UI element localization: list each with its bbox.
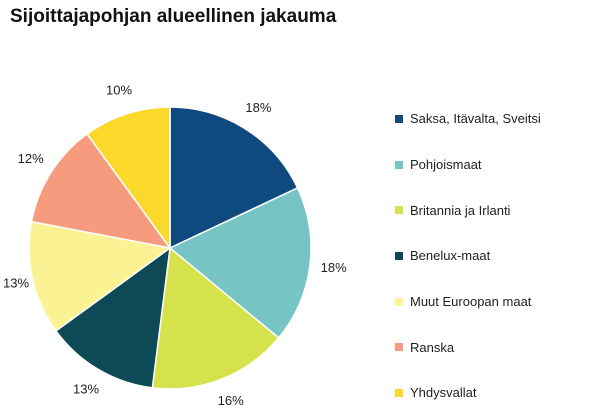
legend-entry-ranska: Ranska — [395, 324, 595, 370]
slice-label-benelux-maat: 13% — [73, 381, 99, 396]
legend-entry-muut-euroopan-maat: Muut Euroopan maat — [395, 279, 595, 325]
legend-label: Benelux-maat — [410, 248, 491, 264]
legend-entry-saksa-it-valta-sveitsi: Saksa, Itävalta, Sveitsi — [395, 96, 595, 142]
legend-label: Pohjoismaat — [410, 157, 482, 173]
legend-swatch — [395, 388, 403, 397]
legend-entry-britannia-ja-irlanti: Britannia ja Irlanti — [395, 187, 595, 233]
slice-label-britannia-ja-irlanti: 16% — [218, 393, 244, 408]
pie-slice-saksa-it-valta-sveitsi — [169, 106, 299, 250]
pie-slices — [28, 106, 312, 390]
legend-swatch — [395, 206, 403, 215]
legend-swatch — [395, 114, 403, 123]
pie-slice-ranska — [30, 132, 172, 250]
pie-slice-yhdysvallat — [86, 106, 171, 251]
pie-slice-britannia-ja-irlanti — [151, 246, 280, 390]
legend-label: Ranska — [410, 339, 455, 355]
slice-label-pohjoismaat: 18% — [321, 260, 347, 275]
legend-label: Britannia ja Irlanti — [410, 202, 511, 218]
legend-swatch — [395, 251, 403, 260]
pie-slice-muut-euroopan-maat — [28, 220, 172, 332]
legend-label: Yhdysvallat — [410, 385, 477, 401]
slice-label-saksa-it-valta-sveitsi: 18% — [245, 100, 271, 115]
legend-entry-pohjoismaat: Pohjoismaat — [395, 142, 595, 188]
slice-label-yhdysvallat: 10% — [106, 83, 132, 98]
slice-label-muut-euroopan-maat: 13% — [3, 275, 29, 290]
legend-label: Muut Euroopan maat — [410, 294, 532, 310]
pie-slice-pohjoismaat — [168, 186, 312, 339]
legend-entry-benelux-maat: Benelux-maat — [395, 233, 595, 279]
legend: Saksa, Itävalta, Sveitsi Pohjoismaat Brita… — [395, 96, 595, 416]
legend-label: Saksa, Itävalta, Sveitsi — [410, 111, 541, 127]
legend-swatch — [395, 160, 403, 169]
legend-swatch — [395, 297, 403, 306]
legend-swatch — [395, 343, 403, 352]
pie-slice-benelux-maat — [54, 246, 171, 389]
chart-title: Sijoittajapohjan alueellinen jakauma — [10, 6, 337, 27]
legend-entry-yhdysvallat: Yhdysvallat — [395, 370, 595, 416]
slice-labels: 18% 18% 16% 13% 13% 12% 10% — [3, 83, 347, 408]
slice-label-ranska: 12% — [18, 151, 44, 166]
